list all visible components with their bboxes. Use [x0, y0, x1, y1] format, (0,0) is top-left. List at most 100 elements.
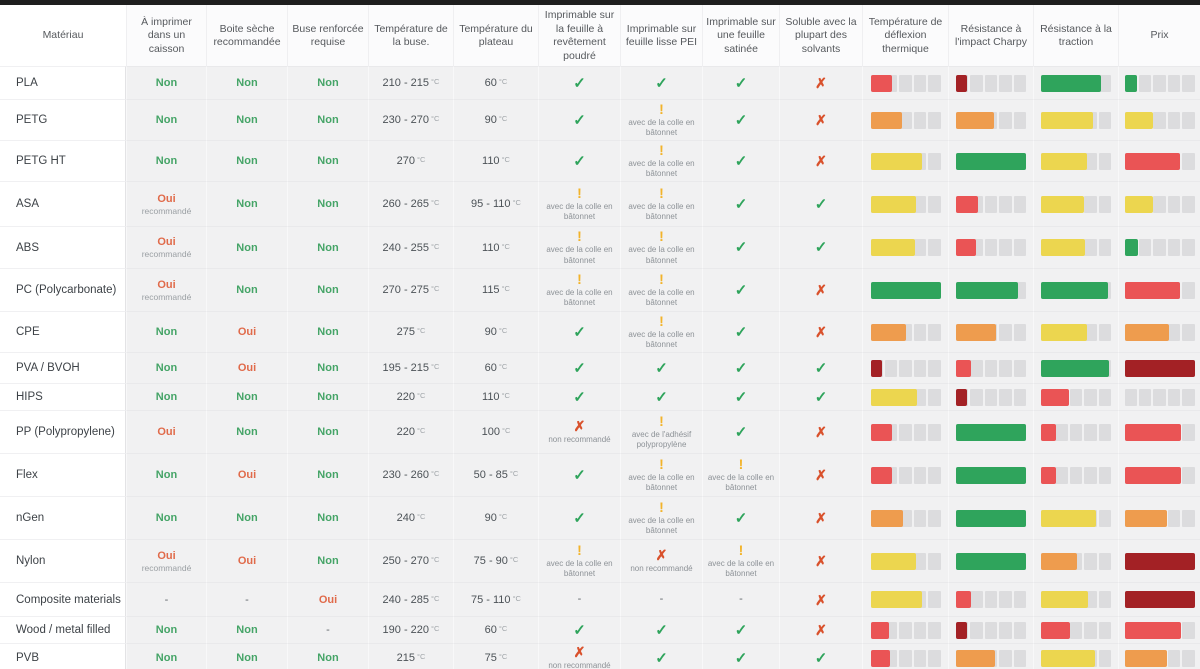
celsius-unit: °C [431, 198, 440, 207]
rating-bar-segment [1138, 74, 1152, 92]
temperature-value: 90 °C [484, 114, 508, 126]
rating-bar-segment [1084, 423, 1097, 441]
check-icon: ✓ [734, 239, 748, 256]
pei-sheet-cell: ! avec de la colle en bâtonnet [620, 268, 702, 311]
celsius-unit: °C [431, 362, 440, 371]
powder-sheet-cell: ! avec de la colle en bâtonnet [538, 226, 620, 268]
cross-icon: ✗ [815, 324, 827, 340]
rating-bar-segment [1153, 239, 1166, 256]
rating-bar [1041, 649, 1112, 667]
nozzle-temp-cell: 220 °C [368, 410, 453, 453]
rating-bar [956, 466, 1027, 484]
yes-no-value: Oui [237, 326, 257, 338]
check-icon: ✓ [573, 111, 586, 129]
table-row: nGen Non Non Non 240 °C 90 °C ✓! avec de la colle… [0, 496, 1200, 539]
soluble-cell: ✗ [779, 268, 862, 311]
material-name: Wood / metal filled [16, 624, 111, 636]
rating-bar [956, 359, 1027, 377]
rating-bar-fill [956, 649, 995, 667]
soluble-cell: ✗ [779, 539, 862, 582]
material-cell: PETG HT [0, 140, 126, 181]
cross-icon: ✗ [815, 510, 827, 526]
nozzle-temp-cell: 210 - 215 °C [368, 66, 453, 99]
charpy-impact-rating-cell [948, 410, 1033, 453]
bed-temp-cell: 100 °C [453, 410, 538, 453]
nozzle-temp-cell: 260 - 265 °C [368, 181, 453, 226]
soluble-cell: ✗ [779, 311, 862, 352]
rating-bar-fill [1124, 466, 1181, 484]
drybox-cell: Non [206, 226, 287, 268]
rating-bar-fill [1041, 649, 1095, 667]
rating-bar-fill [956, 552, 1026, 570]
condition-note: avec de la colle en bâtonnet [628, 329, 695, 349]
check-icon: ✓ [655, 388, 668, 406]
hardened-nozzle-cell: Non [287, 453, 368, 496]
satin-sheet-cell: ✓ [702, 66, 779, 99]
temperature-value: 190 - 220 °C [382, 624, 440, 636]
check-icon: ✓ [814, 649, 828, 667]
rating-bar-segment [1167, 195, 1181, 213]
pei-sheet-cell: ! avec de la colle en bâtonnet [620, 496, 702, 539]
rating-bar [870, 591, 941, 608]
warning-icon: ! [659, 184, 664, 201]
table-row: PVA / BVOH Non Oui Non 195 - 215 °C 60 °C ✓ ✓ ✓ ✓ [0, 352, 1200, 383]
condition-note: avec de la colle en bâtonnet [628, 117, 695, 137]
yes-no-value: Non [236, 652, 258, 664]
pei-sheet-cell: ✗ non recommandé [620, 539, 702, 582]
celsius-unit: °C [431, 77, 440, 86]
rating-bar-fill [1124, 423, 1181, 441]
check-icon: ✓ [655, 359, 668, 377]
rating-bar-segment [1182, 388, 1195, 406]
rating-bar-segment [1182, 621, 1195, 639]
powder-sheet-cell: ✓ [538, 140, 620, 181]
check-icon: ✓ [573, 466, 586, 484]
rating-bar-segment [1069, 621, 1083, 639]
rating-bar-fill [870, 509, 903, 527]
pei-sheet-cell: ! avec de la colle en bâtonnet [620, 311, 702, 352]
yes-no-value: Non [317, 391, 339, 403]
powder-sheet-cell: ! avec de la colle en bâtonnet [538, 268, 620, 311]
rating-bar-segment [1084, 323, 1097, 341]
warning-icon: ! [659, 455, 664, 472]
material-cell: PETG [0, 99, 126, 140]
soluble-cell: ✗ [779, 453, 862, 496]
rating-bar [1041, 466, 1112, 484]
rating-bar-segment [1167, 323, 1181, 341]
column-header: Imprimable sur feuille lisse PEI [620, 5, 702, 69]
hardened-nozzle-cell: Non [287, 643, 368, 669]
rating-bar-fill [1041, 239, 1086, 256]
rating-bar-segment [1167, 649, 1181, 667]
table-row: PVB Non Non Non 215 °C 75 °C ✗ non recommandé ✓ ✓ ✓ [0, 643, 1200, 669]
condition-note: avec de la colle en bâtonnet [628, 472, 695, 492]
check-icon: ✓ [814, 239, 828, 256]
rating-bar-segment [1098, 509, 1112, 527]
price-rating-cell [1118, 268, 1200, 311]
material-cell: CPE [0, 311, 126, 352]
hardened-nozzle-cell: Non [287, 410, 368, 453]
material-name: ABS [16, 241, 40, 254]
rating-bar-fill [870, 466, 892, 484]
tensile-rating-cell [1033, 140, 1118, 181]
material-cell: nGen [0, 496, 126, 539]
warning-icon: ! [577, 270, 582, 287]
yes-no-value: Non [236, 426, 258, 438]
nozzle-temp-cell: 270 - 275 °C [368, 268, 453, 311]
celsius-unit: °C [416, 326, 426, 335]
tensile-rating-cell [1033, 226, 1118, 268]
nozzle-temp-cell: 230 - 260 °C [368, 453, 453, 496]
rating-bar-fill [1124, 74, 1138, 92]
rating-bar [956, 423, 1027, 441]
yes-no-value: Non [155, 512, 178, 524]
yes-no-value: Oui [157, 549, 176, 562]
price-rating-cell [1118, 66, 1200, 99]
rating-bar [870, 111, 941, 129]
charpy-impact-rating-cell [948, 539, 1033, 582]
satin-sheet-cell: ✓ [702, 352, 779, 383]
tensile-rating-cell [1033, 268, 1118, 311]
charpy-impact-rating-cell [948, 453, 1033, 496]
material-name: PETG [16, 114, 48, 126]
rating-bar-fill [956, 239, 977, 256]
rating-bar-segment [884, 359, 898, 377]
temperature-value: 270 °C [396, 155, 426, 167]
warning-icon: ! [577, 184, 582, 201]
